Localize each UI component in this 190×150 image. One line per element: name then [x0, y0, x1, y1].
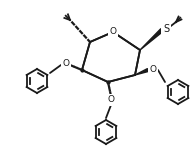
- Text: O: O: [109, 27, 116, 36]
- Text: O: O: [150, 64, 157, 74]
- Polygon shape: [135, 69, 149, 75]
- Text: O: O: [108, 96, 115, 105]
- Text: S: S: [163, 24, 169, 34]
- Polygon shape: [140, 29, 163, 50]
- Text: O: O: [63, 60, 70, 69]
